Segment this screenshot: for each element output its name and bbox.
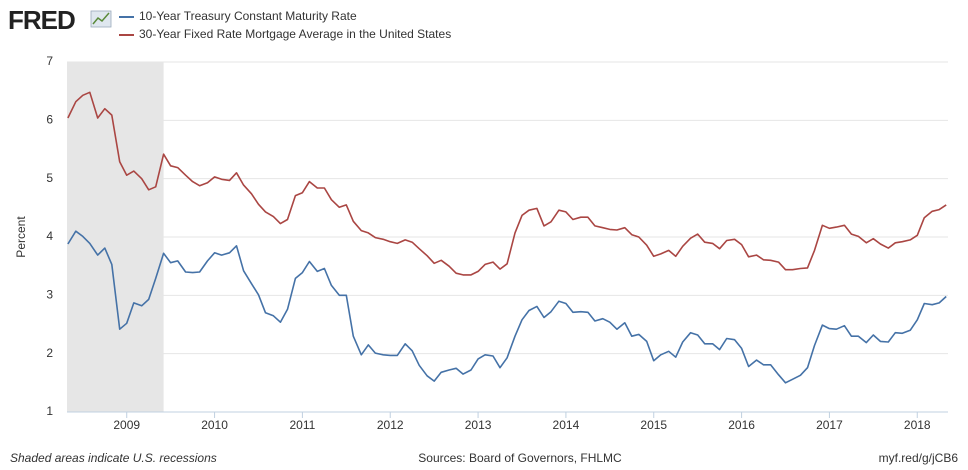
legend: 10-Year Treasury Constant Maturity Rate 3… <box>119 9 451 41</box>
legend-label: 10-Year Treasury Constant Maturity Rate <box>139 9 357 23</box>
x-tick-label: 2015 <box>640 418 667 432</box>
y-tick-label: 3 <box>46 288 53 302</box>
y-tick-label: 7 <box>46 54 53 68</box>
x-tick-label: 2016 <box>728 418 755 432</box>
x-tick-label: 2011 <box>289 418 315 432</box>
x-tick-label: 2012 <box>377 418 404 432</box>
y-axis-label: Percent <box>14 216 28 258</box>
short-link[interactable]: myf.red/g/jCB6 <box>879 451 959 465</box>
x-tick-label: 2018 <box>904 418 931 432</box>
x-tick-label: 2014 <box>553 418 580 432</box>
plot-area: 1 2 3 4 5 6 7 2009 2010 2011 2012 2013 2014 2015 2016 2… <box>46 54 948 432</box>
y-tick-label: 6 <box>46 113 53 127</box>
legend-label: 30-Year Fixed Rate Mortgage Average in t… <box>139 27 451 41</box>
x-tick-label: 2013 <box>465 418 492 432</box>
y-tick-label: 5 <box>46 171 53 185</box>
logo: FRED <box>8 5 75 35</box>
series-line <box>67 91 947 276</box>
x-tick-label: 2009 <box>113 418 140 432</box>
logo-icon <box>90 10 112 28</box>
series-line <box>67 230 947 384</box>
x-tick-label: 2010 <box>201 418 228 432</box>
source: Sources: Board of Governors, FHLMC <box>418 451 622 465</box>
y-tick-label: 2 <box>46 346 53 360</box>
x-tick-label: 2017 <box>816 418 843 432</box>
y-tick-label: 4 <box>46 229 53 243</box>
recession-note: Shaded areas indicate U.S. recessions <box>10 451 217 465</box>
y-tick-label: 1 <box>46 404 53 418</box>
